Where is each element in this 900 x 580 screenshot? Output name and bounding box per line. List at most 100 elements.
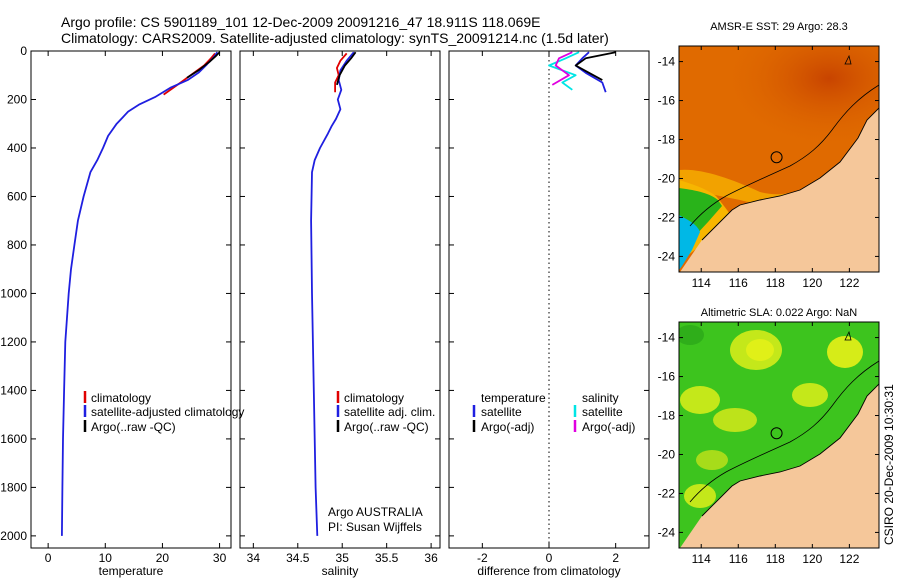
y-tick-label: 800 <box>7 238 27 252</box>
map-y-tick-label: -16 <box>658 370 676 384</box>
legend-temperature-heading: temperature <box>481 391 546 405</box>
difference-ticks: -2 0 2 <box>449 50 649 565</box>
series-line-climatology <box>163 52 216 96</box>
difference-panel: -2 0 2 difference from climatology tempera… <box>448 50 650 578</box>
sla-map-title: Altimetric SLA: 0.022 Argo: NaN <box>701 307 858 319</box>
legend-satellite-label: satellite adj. clim. <box>344 405 435 419</box>
difference-lines <box>548 51 616 93</box>
salinity-ticks: 34 34.5 35 35.5 36 <box>240 50 440 565</box>
legend-argo-label: Argo(..raw -QC) <box>91 420 176 434</box>
climatology-title: Climatology: CARS2009. Satellite-adjuste… <box>61 30 609 46</box>
pi-annotation: PI: Susan Wijffels <box>328 520 422 534</box>
sla-anomaly-blob <box>684 484 716 508</box>
argo-country-annotation: Argo AUSTRALIA <box>328 505 423 519</box>
temperature-ticks: 0 10 20 30 0 200 400 600 800 1000 1200 1400 1600 1800… <box>0 44 231 565</box>
x-tick-label: 35 <box>336 551 350 565</box>
x-tick-label: -2 <box>477 551 488 565</box>
y-tick-label: 600 <box>7 189 27 203</box>
map-x-tick-label: 114 <box>692 276 711 290</box>
map-y-tick-label: -24 <box>658 249 676 263</box>
sla-isobath-contour <box>689 360 879 503</box>
legend-argo-label: Argo(..raw -QC) <box>344 420 429 434</box>
difference-xlabel: difference from climatology <box>477 564 620 578</box>
map-x-tick-label: 114 <box>692 552 711 566</box>
temperature-lines <box>61 51 221 536</box>
legend-sal-argo-label: Argo(-adj) <box>582 420 635 434</box>
sla-profile-marker <box>770 427 783 440</box>
sla-reef-contour <box>844 330 852 341</box>
map-y-tick-label: -22 <box>658 210 676 224</box>
series-line-argo-raw-qc <box>336 51 357 86</box>
x-tick-label: 30 <box>213 551 227 565</box>
csiro-timestamp: CSIRO 20-Dec-2009 10:30:31 <box>882 384 896 545</box>
sst-map-title: AMSR-E SST: 29 Argo: 28.3 <box>710 21 848 33</box>
sla-field <box>679 322 879 548</box>
map-y-tick-label: -14 <box>658 331 676 345</box>
sla-anomaly-blob <box>679 325 704 345</box>
series-line-climatology <box>334 52 348 93</box>
legend-sal-satellite-label: satellite <box>582 405 623 419</box>
map-y-tick-label: -16 <box>658 94 676 108</box>
sla-anomaly-blob <box>680 386 720 414</box>
sst-isobath-contour <box>689 84 879 227</box>
map-x-tick-label: 120 <box>802 276 822 290</box>
y-tick-label: 1000 <box>0 286 27 300</box>
map-x-tick-label: 122 <box>839 276 859 290</box>
sla-anomaly-blob <box>713 408 757 432</box>
profile-title: Argo profile: CS 5901189_101 12-Dec-2009… <box>61 14 541 30</box>
difference-legend: temperature satellite Argo(-adj) salinit… <box>472 391 635 434</box>
sst-map-panel: AMSR-E SST: 29 Argo: 28.3 114 116 118 120 12… <box>658 21 880 290</box>
temperature-panel: 0 10 20 30 0 200 400 600 800 1000 1200 1400 1600 1800… <box>0 44 244 578</box>
temperature-legend: climatology satellite-adjusted climatolo… <box>83 391 244 434</box>
sla-anomaly-blob <box>792 383 828 407</box>
x-tick-label: 34.5 <box>286 551 310 565</box>
x-tick-label: 34 <box>247 551 261 565</box>
sst-cyan-zone <box>679 215 700 270</box>
map-y-tick-label: -20 <box>658 447 676 461</box>
legend-temp-satellite-label: satellite <box>481 405 522 419</box>
series-line-satellite-adj-clim <box>310 51 355 536</box>
sla-land <box>680 384 879 548</box>
map-y-tick-label: -18 <box>658 409 676 423</box>
map-y-tick-label: -20 <box>658 171 676 185</box>
y-tick-label: 1400 <box>0 383 27 397</box>
salinity-xlabel: salinity <box>322 564 359 578</box>
y-tick-label: 2000 <box>0 529 27 543</box>
map-y-tick-label: -18 <box>658 133 676 147</box>
salinity-axes-box <box>239 50 441 549</box>
sst-map-ticks: 114 116 118 120 122 -14 -16 -18 -20 -22 -24 <box>658 46 879 290</box>
map-x-tick-label: 122 <box>839 552 859 566</box>
x-tick-label: 20 <box>156 551 170 565</box>
sla-anomaly-core <box>746 339 774 361</box>
map-x-tick-label: 118 <box>766 552 785 566</box>
salinity-legend: climatology satellite adj. clim. Argo(..… <box>336 391 435 434</box>
x-tick-label: 0 <box>45 551 52 565</box>
map-x-tick-label: 118 <box>766 276 785 290</box>
map-y-tick-label: -22 <box>658 486 676 500</box>
series-line-satellite-adjusted-climatology <box>61 51 219 536</box>
sla-map-panel: Altimetric SLA: 0.022 Argo: NaN 114 116 11… <box>658 307 880 566</box>
series-line-salinity-argo-adj <box>551 51 573 86</box>
map-x-tick-label: 116 <box>729 552 748 566</box>
legend-satellite-label: satellite-adjusted climatology <box>91 405 244 419</box>
x-tick-label: 36 <box>424 551 438 565</box>
sst-field <box>679 46 879 272</box>
series-line-temperature-argo-adj <box>574 51 616 81</box>
legend-climatology-label: climatology <box>91 391 151 405</box>
map-y-tick-label: -24 <box>658 525 676 539</box>
y-tick-label: 1800 <box>0 480 27 494</box>
sla-map-ticks: 114 116 118 120 122 -14 -16 -18 -20 -22 -24 <box>658 322 879 566</box>
map-x-tick-label: 116 <box>729 276 748 290</box>
x-tick-label: 10 <box>99 551 113 565</box>
sst-land <box>680 108 879 272</box>
x-tick-label: 2 <box>612 551 619 565</box>
sst-map-frame <box>678 45 880 273</box>
salinity-lines <box>310 51 357 536</box>
sla-anomaly-blob <box>696 450 728 470</box>
legend-temp-argo-label: Argo(-adj) <box>481 420 534 434</box>
sla-map-frame <box>678 321 880 549</box>
sst-profile-marker <box>770 151 783 164</box>
sla-anomaly-blob <box>827 336 863 368</box>
salinity-panel: 34 34.5 35 35.5 36 salinity climatology sate… <box>239 50 441 578</box>
map-x-tick-label: 120 <box>802 552 822 566</box>
